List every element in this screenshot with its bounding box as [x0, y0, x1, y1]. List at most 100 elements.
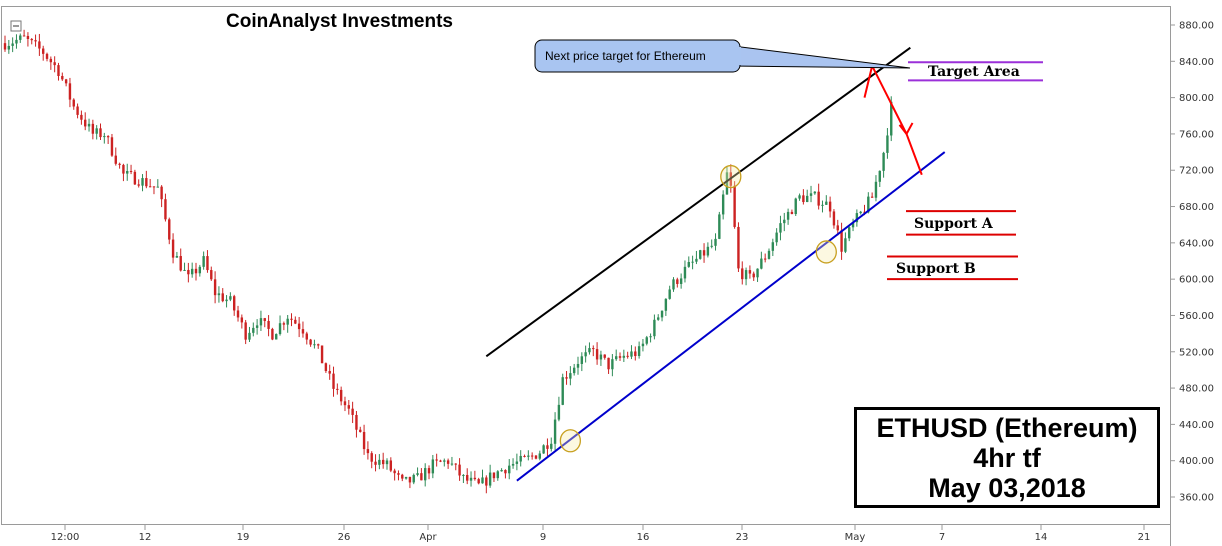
candle-body — [84, 119, 87, 127]
candle-body — [469, 477, 473, 481]
candle-body — [332, 373, 335, 389]
candle-body — [863, 211, 866, 213]
candle-body — [148, 186, 152, 188]
candles-layer — [3, 29, 893, 494]
trend-line-lower-support — [516, 151, 946, 482]
candle-body — [187, 269, 190, 275]
candle-body — [53, 62, 56, 66]
candle-body — [301, 329, 305, 334]
y-tick-label: 520.00 — [1179, 347, 1214, 358]
candle-body — [19, 35, 22, 40]
candle-body — [95, 128, 98, 134]
candle-body — [362, 431, 366, 450]
candle-body — [848, 227, 851, 239]
candle-body — [401, 474, 404, 479]
candle-body — [259, 318, 263, 326]
candle-body — [870, 196, 874, 198]
support-a-label: Support A — [914, 216, 994, 232]
candle-body — [454, 463, 457, 465]
candle-body — [359, 429, 362, 432]
candle-body — [595, 349, 599, 360]
touch-point-circle — [559, 429, 582, 453]
x-tick-label: May — [845, 532, 866, 543]
candle-body — [190, 268, 194, 275]
candle-body — [80, 114, 83, 120]
candle-body — [275, 334, 278, 340]
candle-body — [645, 337, 648, 344]
candle-body — [836, 225, 839, 231]
y-tick-label: 640.00 — [1179, 238, 1214, 249]
candle-body — [114, 155, 117, 164]
candle-body — [210, 270, 213, 280]
candle-body — [355, 414, 358, 430]
candle-body — [546, 445, 549, 449]
candle-body — [771, 242, 775, 251]
candle-body — [381, 459, 385, 465]
candle-body — [221, 293, 224, 302]
candle-body — [851, 222, 855, 228]
candle-body — [229, 296, 232, 300]
candle-body — [446, 460, 450, 464]
target-area-label: Target Area — [928, 64, 1020, 80]
candle-body — [26, 35, 30, 40]
y-tick-label: 400.00 — [1179, 456, 1214, 467]
candle-body — [106, 136, 110, 138]
x-axis-ticks: 12:00 12 19 26 Apr 9 16 23 May 7 14 21 — [51, 524, 1150, 543]
candle-body — [168, 219, 171, 240]
candle-body — [164, 199, 167, 220]
candle-body — [840, 230, 843, 252]
support-b-label: Support B — [896, 261, 976, 277]
candle-body — [152, 186, 156, 188]
candle-body — [790, 211, 794, 215]
x-tick-label: 19 — [237, 532, 250, 543]
candle-body — [175, 256, 179, 258]
candle-body — [68, 83, 72, 100]
candle-body — [141, 178, 144, 186]
candle-body — [38, 41, 41, 49]
candle-body — [278, 323, 282, 335]
candle-body — [393, 470, 396, 474]
trend-line-upper-resistance — [485, 46, 911, 358]
candle-body — [496, 471, 499, 479]
x-tick-label: 14 — [1035, 532, 1048, 543]
candle-body — [156, 186, 159, 188]
candle-body — [435, 459, 438, 461]
candle-body — [599, 354, 603, 360]
candle-body — [691, 261, 694, 263]
candle-body — [756, 268, 759, 278]
candle-body — [786, 211, 790, 220]
candle-body — [408, 476, 412, 483]
x-tick-label: 9 — [540, 532, 546, 543]
candle-body — [206, 256, 209, 271]
candle-body — [99, 128, 102, 138]
candle-body — [553, 419, 557, 444]
candle-body — [882, 152, 885, 171]
candle-body — [57, 65, 60, 76]
candle-body — [252, 327, 255, 333]
candle-body — [49, 58, 53, 63]
candle-body — [821, 204, 824, 206]
x-tick-label: 12:00 — [51, 532, 80, 543]
candle-body — [660, 310, 664, 318]
candle-body — [324, 363, 328, 372]
candle-body — [347, 405, 350, 409]
candle-body — [171, 239, 175, 258]
info-box-date: May 03,2018 — [928, 472, 1086, 503]
candle-body — [466, 474, 469, 481]
x-tick-label: 12 — [139, 532, 152, 543]
callout-seam — [733, 47, 741, 65]
candle-body — [290, 318, 293, 320]
candle-body — [519, 455, 522, 462]
candle-body — [744, 270, 748, 280]
candle-body — [779, 223, 782, 233]
info-box-symbol: ETHUSD (Ethereum) — [876, 412, 1138, 443]
candle-body — [427, 468, 431, 474]
candle-body — [450, 463, 454, 465]
candle-body — [783, 219, 786, 224]
candle-body — [313, 344, 316, 346]
candle-body — [179, 256, 182, 271]
candle-body — [443, 460, 446, 462]
projection-path — [863, 62, 923, 176]
candle-body — [389, 460, 393, 471]
candle-body — [462, 474, 465, 476]
